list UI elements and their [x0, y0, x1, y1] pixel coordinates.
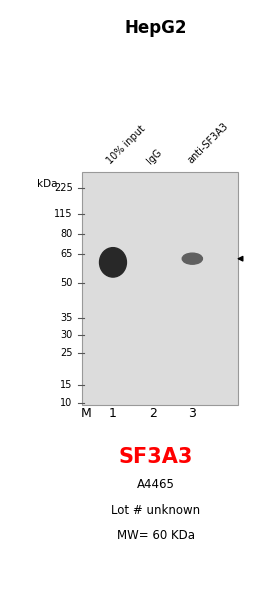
Text: 65: 65 — [60, 249, 73, 259]
Text: 10: 10 — [60, 398, 73, 408]
Text: 10% input: 10% input — [105, 123, 147, 166]
Text: 2: 2 — [149, 407, 157, 421]
Text: 225: 225 — [54, 183, 73, 193]
Ellipse shape — [100, 248, 126, 277]
Text: HepG2: HepG2 — [125, 18, 187, 37]
Text: 35: 35 — [60, 313, 73, 323]
Ellipse shape — [182, 253, 202, 264]
Text: A4465: A4465 — [137, 478, 175, 491]
Text: MW= 60 KDa: MW= 60 KDa — [117, 529, 195, 543]
Text: IgG: IgG — [145, 147, 164, 166]
Text: 115: 115 — [54, 209, 73, 219]
Text: 80: 80 — [60, 229, 73, 239]
Text: anti-SF3A3: anti-SF3A3 — [185, 121, 230, 166]
Text: 3: 3 — [188, 407, 196, 421]
Text: 30: 30 — [60, 330, 73, 340]
Text: SF3A3: SF3A3 — [119, 447, 193, 466]
Text: 1: 1 — [109, 407, 117, 421]
Text: 25: 25 — [60, 348, 73, 358]
Text: kDa: kDa — [37, 179, 57, 189]
Text: 15: 15 — [60, 380, 73, 390]
Text: M: M — [81, 407, 92, 421]
Text: 50: 50 — [60, 278, 73, 288]
Text: Lot # unknown: Lot # unknown — [111, 503, 201, 517]
FancyBboxPatch shape — [82, 172, 238, 405]
